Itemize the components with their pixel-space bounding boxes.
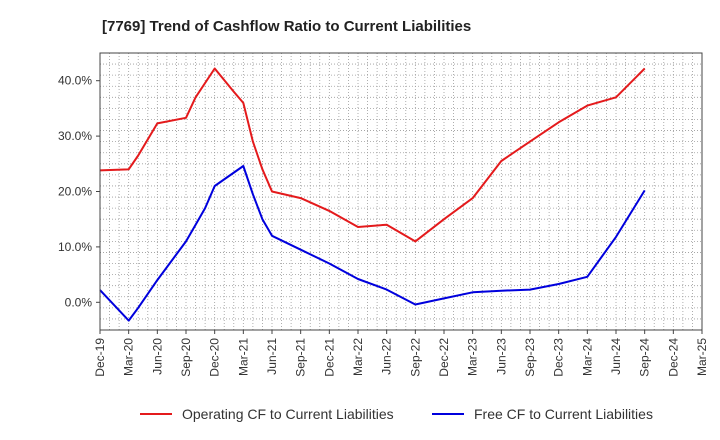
x-tick-label: Sep-22: [408, 338, 422, 377]
x-tick-label: Dec-23: [552, 338, 566, 377]
x-tick-label: Sep-20: [179, 338, 193, 377]
x-tick-label: Jun-22: [380, 338, 394, 375]
legend: Operating CF to Current Liabilities Free …: [140, 406, 653, 422]
series-line-free-cf: [99, 165, 646, 322]
series-line-operating-cf: [99, 67, 646, 243]
x-tick-label: Jun-21: [265, 338, 279, 375]
y-tick-label: 0.0%: [65, 295, 93, 309]
x-tick-label: Sep-23: [523, 338, 537, 377]
y-tick-label: 20.0%: [58, 185, 92, 199]
x-tick-label: Dec-20: [208, 338, 222, 377]
chart-title: [7769] Trend of Cashflow Ratio to Curren…: [102, 18, 471, 35]
x-tick-label: Jun-20: [150, 338, 164, 375]
plot-frame: [99, 52, 703, 331]
x-tick-label: Sep-24: [638, 338, 652, 377]
x-tick-label: Mar-25: [695, 338, 709, 376]
x-tick-label: Mar-23: [466, 338, 480, 376]
series-layer: [99, 67, 646, 322]
y-tick-label: 10.0%: [58, 240, 92, 254]
x-tick-label: Dec-24: [666, 338, 680, 377]
x-axis: Dec-19 Mar-20 Jun-20 Sep-20 Dec-20 Mar-21 Jun-…: [93, 330, 709, 377]
y-tick-label: 40.0%: [58, 74, 92, 88]
grid: [99, 52, 703, 331]
y-axis: 0.0% 10.0% 20.0% 30.0% 40.0%: [58, 74, 100, 309]
x-tick-label: Mar-20: [122, 338, 136, 376]
x-tick-label: Mar-24: [580, 338, 594, 376]
x-tick-label: Jun-23: [494, 338, 508, 375]
x-tick-label: Mar-21: [236, 338, 250, 376]
x-tick-label: Jun-24: [609, 338, 623, 375]
x-tick-label: Mar-22: [351, 338, 365, 376]
x-tick-label: Dec-21: [322, 338, 336, 377]
x-tick-label: Sep-21: [294, 338, 308, 377]
legend-label: Free CF to Current Liabilities: [474, 406, 653, 422]
y-tick-label: 30.0%: [58, 129, 92, 143]
x-tick-label: Dec-22: [437, 338, 451, 377]
legend-label: Operating CF to Current Liabilities: [182, 406, 394, 422]
x-tick-label: Dec-19: [93, 338, 107, 377]
